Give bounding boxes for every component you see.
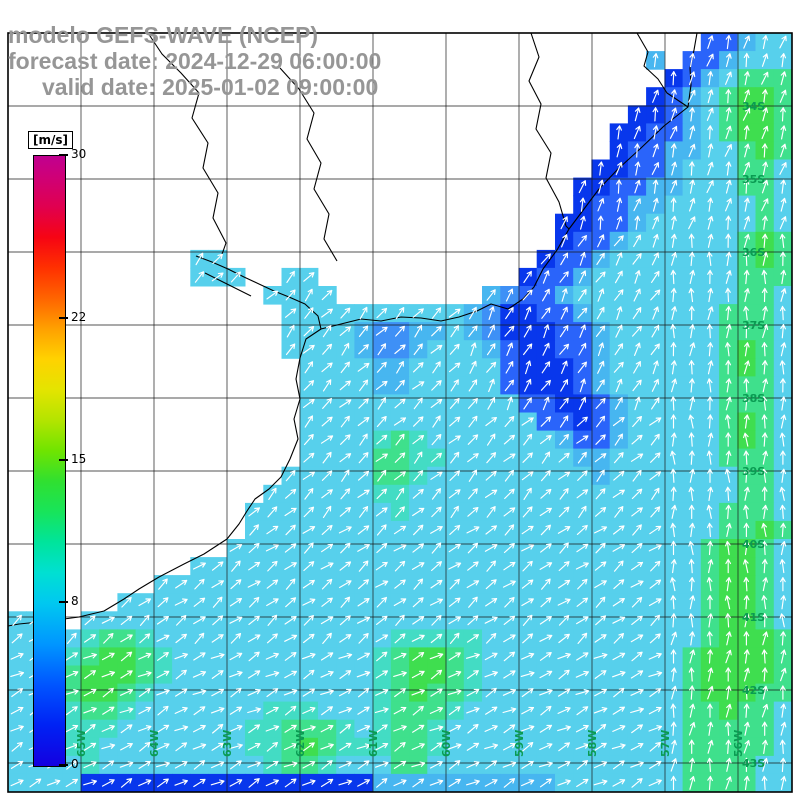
- lat-label: 39S: [742, 465, 765, 478]
- lat-label: 40S: [742, 538, 765, 551]
- valid-date: valid date: 2025-01-02 09:00:00: [42, 74, 379, 100]
- title-block: modelo GEFS-WAVE (NCEP) forecast date: 2…: [8, 22, 381, 100]
- lon-label: 62W: [294, 730, 307, 757]
- colorbar-unit-label: [m/s]: [28, 131, 73, 149]
- model-name: modelo GEFS-WAVE (NCEP): [8, 22, 319, 48]
- lat-label: 36S: [742, 246, 765, 259]
- colorbar-tick-mark: [59, 316, 68, 319]
- lat-label: 41S: [742, 611, 765, 624]
- colorbar-tick-label: 15: [71, 452, 87, 466]
- lon-label: 56W: [732, 730, 745, 757]
- lon-label: 60W: [440, 730, 453, 757]
- colorbar-tick-label: 0: [71, 757, 79, 771]
- geo-labels-layer: 34S 35S 36S 37S 38S 39S 40S 41S 42S 43S 65W 64W 63W 6…: [75, 100, 765, 770]
- river-line-east: [528, 32, 570, 230]
- colorbar-gradient: [33, 155, 66, 767]
- colorbar-ticks: 30 22 15 8 0: [28, 131, 118, 791]
- lat-label: 35S: [742, 173, 765, 186]
- lon-label: 61W: [367, 730, 380, 757]
- colorbar-tick-label: 8: [71, 594, 79, 609]
- coastline-estuary-east-bank: [687, 32, 698, 108]
- map-frame: [7, 32, 793, 793]
- lat-label: 37S: [742, 319, 765, 332]
- coastline-layer: [7, 32, 698, 627]
- colorbar-tick-mark: [59, 601, 68, 604]
- coastline-main: [7, 32, 689, 627]
- lon-label: 57W: [659, 730, 672, 757]
- colorbar-tick-mark: [59, 459, 68, 461]
- forecast-date: forecast date: 2024-12-29 06:00:00: [8, 48, 382, 74]
- lon-label: 65W: [75, 730, 88, 757]
- lat-label: 43S: [742, 757, 765, 770]
- colorbar-tick-mark: [59, 764, 68, 766]
- colorbar-tick-mark: [59, 154, 68, 156]
- coastline-bay-islands: [204, 272, 252, 297]
- colorbar-tick-label: 22: [71, 309, 87, 324]
- lat-label: 34S: [742, 100, 765, 113]
- colorbar-tick-label: 30: [71, 147, 87, 161]
- lat-label: 38S: [742, 392, 765, 405]
- lon-label: 58W: [586, 730, 599, 757]
- lon-label: 63W: [221, 730, 234, 757]
- river-line-center: [279, 67, 338, 262]
- lat-label: 42S: [742, 684, 765, 697]
- lon-label: 64W: [148, 730, 161, 757]
- colorbar: [m/s] 30 22 15 8 0: [28, 131, 118, 791]
- river-line-west: [147, 32, 227, 258]
- wind-arrows-layer: [10, 34, 787, 791]
- lon-label: 59W: [513, 730, 526, 757]
